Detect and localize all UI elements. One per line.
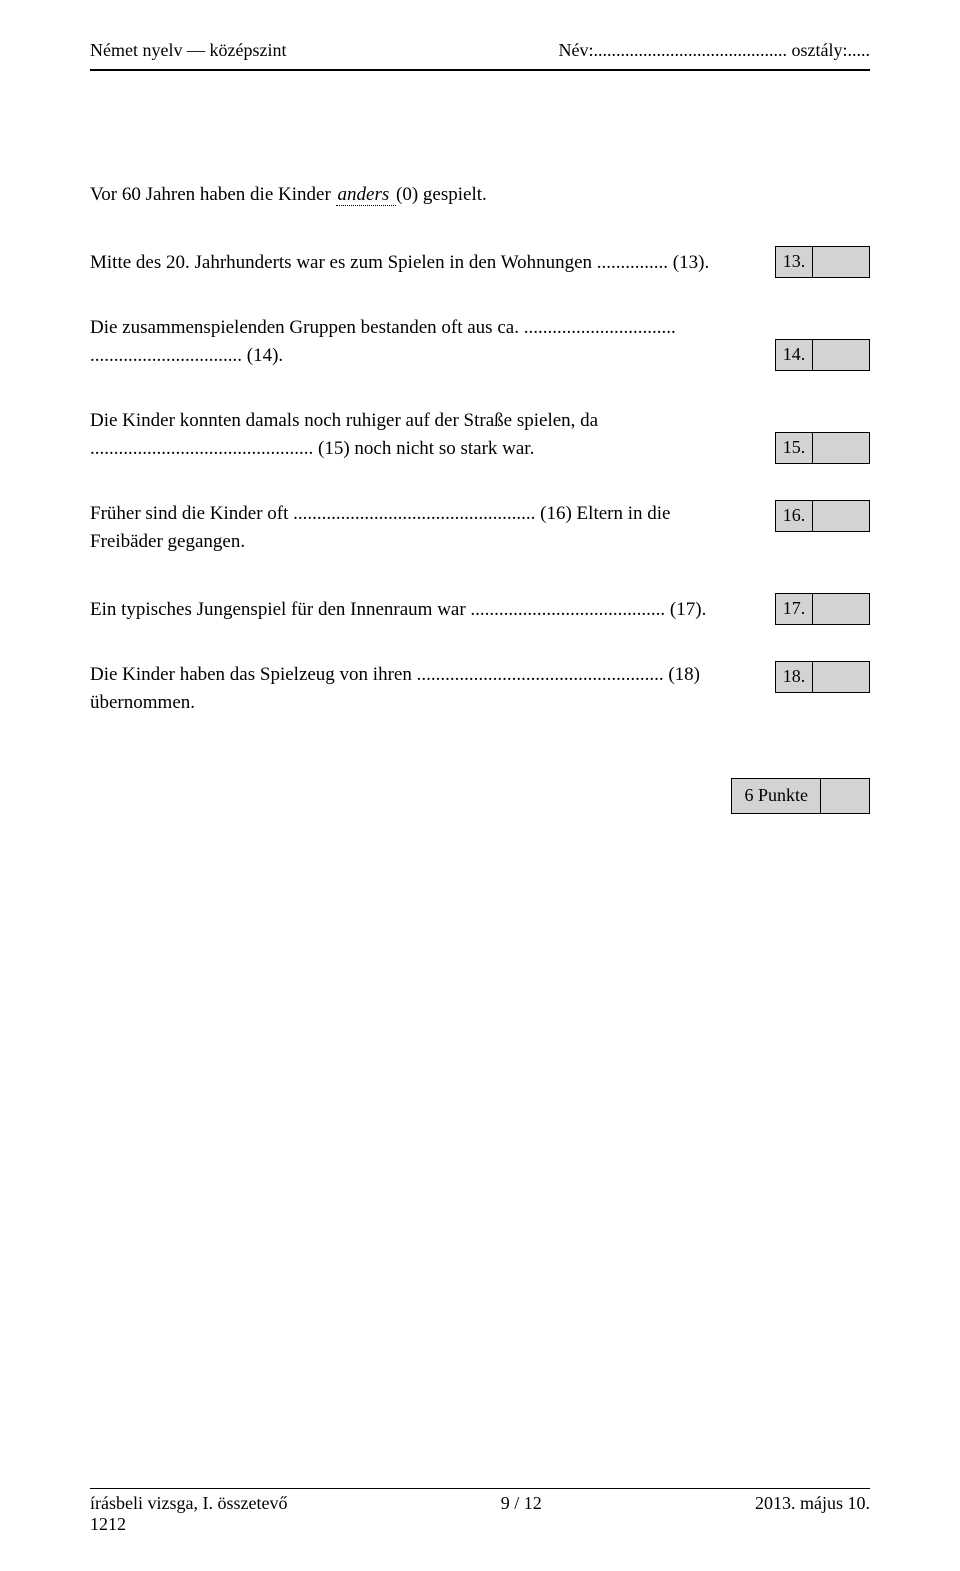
footer-rule [90,1488,870,1489]
q18-row: Die Kinder haben das Spielzeug von ihren… [90,661,870,718]
q16-row: Früher sind die Kinder oft .............… [90,500,870,557]
q16-line2: Freibäder gegangen. [90,528,765,557]
q15-answer-box[interactable] [812,432,870,464]
q13-num-box: 13. [775,246,813,278]
header-subject: Német nyelv — középszint [90,40,286,61]
q14-line2: ................................ (14). [90,342,765,371]
points-score-box[interactable] [820,778,870,814]
q14-num-box: 14. [775,339,813,371]
q18-line1: Die Kinder haben das Spielzeug von ihren… [90,661,765,690]
q18-text: Die Kinder haben das Spielzeug von ihren… [90,661,775,718]
q13-row: Mitte des 20. Jahrhunderts war es zum Sp… [90,246,870,278]
q13-answer-box[interactable] [812,246,870,278]
points-label: 6 Punkte [731,778,821,814]
q15-line2: ........................................… [90,435,765,464]
q13-text: Mitte des 20. Jahrhunderts war es zum Sp… [90,249,775,278]
q17-answer-box[interactable] [812,593,870,625]
q14-line1: Die zusammenspielenden Gruppen bestanden… [90,314,765,343]
header-name-class: Név:....................................… [559,40,871,61]
class-label: osztály: [792,40,848,60]
footer-center: 9 / 12 [501,1493,542,1535]
q16-line1: Früher sind die Kinder oft .............… [90,500,765,529]
q17-row: Ein typisches Jungenspiel für den Innenr… [90,593,870,625]
header-rule [90,69,870,71]
q16-text: Früher sind die Kinder oft .............… [90,500,775,557]
q17-text: Ein typisches Jungenspiel für den Innenr… [90,596,775,625]
footer-left: írásbeli vizsga, I. összetevő 1212 [90,1493,287,1535]
q15-line1: Die Kinder konnten damals noch ruhiger a… [90,407,765,436]
q14-text: Die zusammenspielenden Gruppen bestanden… [90,314,775,371]
intro-text: Vor 60 Jahren haben die Kinder anders (0… [90,181,870,210]
footer-left-line1: írásbeli vizsga, I. összetevő [90,1493,287,1513]
intro-suffix: (0) gespielt. [396,184,487,205]
q14-boxes: 14. [775,339,870,371]
q15-num-box: 15. [775,432,813,464]
q17-num-box: 17. [775,593,813,625]
intro-row: Vor 60 Jahren haben die Kinder anders (0… [90,181,870,210]
q16-answer-box[interactable] [812,500,870,532]
page-footer: írásbeli vizsga, I. összetevő 1212 9 / 1… [90,1488,870,1535]
footer-row: írásbeli vizsga, I. összetevő 1212 9 / 1… [90,1493,870,1535]
q14-answer-box[interactable] [812,339,870,371]
q17-boxes: 17. [775,593,870,625]
footer-left-line2: 1212 [90,1514,126,1534]
intro-underlined: anders [336,184,396,206]
points-row: 6 Punkte [90,778,870,814]
footer-right: 2013. május 10. [755,1493,870,1535]
q18-boxes: 18. [775,661,870,693]
q16-num-box: 16. [775,500,813,532]
name-label: Név: [559,40,594,60]
q15-text: Die Kinder konnten damals noch ruhiger a… [90,407,775,464]
q14-row: Die zusammenspielenden Gruppen bestanden… [90,314,870,371]
q16-boxes: 16. [775,500,870,532]
q18-line2: übernommen. [90,689,765,718]
class-dots: ..... [848,40,871,60]
q15-row: Die Kinder konnten damals noch ruhiger a… [90,407,870,464]
q13-boxes: 13. [775,246,870,278]
q18-num-box: 18. [775,661,813,693]
intro-prefix: Vor 60 Jahren haben die Kinder [90,184,336,205]
page-header: Német nyelv — középszint Név:...........… [90,40,870,61]
q18-answer-box[interactable] [812,661,870,693]
q15-boxes: 15. [775,432,870,464]
name-dots: ........................................… [594,40,788,60]
